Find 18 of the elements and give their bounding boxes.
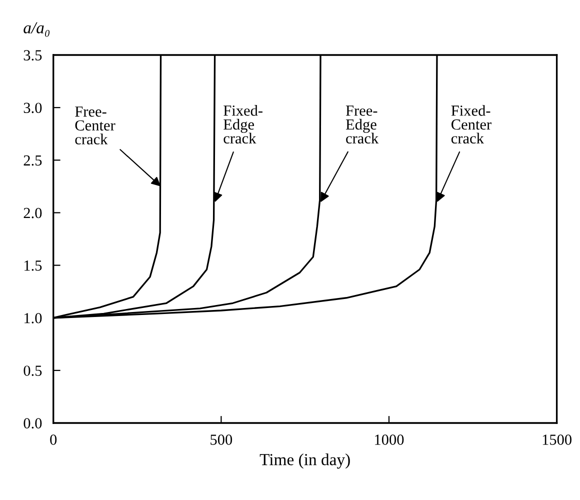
x-tick-label: 1500 (542, 434, 572, 445)
y-tick-label: 1.5 (24, 260, 42, 271)
y-tick-label: 1.0 (24, 313, 42, 324)
x-axis-title: Time (in day) (260, 454, 350, 469)
y-tick-label: 2.0 (24, 208, 42, 218)
y-tick-label: 3.0 (24, 102, 42, 114)
y-tick-label: 0.5 (24, 366, 42, 376)
x-tick-label: 0 (50, 434, 57, 445)
y-tick-label: 0.0 (24, 418, 42, 429)
annotation: Fixed- Edge crack (224, 105, 262, 144)
annotation: Fixed- Center crack (451, 105, 492, 144)
y-tick-label: 2.5 (24, 155, 42, 166)
x-tick-label: 1000 (375, 434, 404, 445)
y-tick-label: 3.5 (24, 50, 42, 61)
annotation: Free- Edge crack (346, 106, 379, 144)
y-axis-title: a/a₀ (24, 22, 50, 37)
x-tick-label: 500 (210, 434, 232, 445)
annotation: Free- Center crack (75, 106, 116, 144)
